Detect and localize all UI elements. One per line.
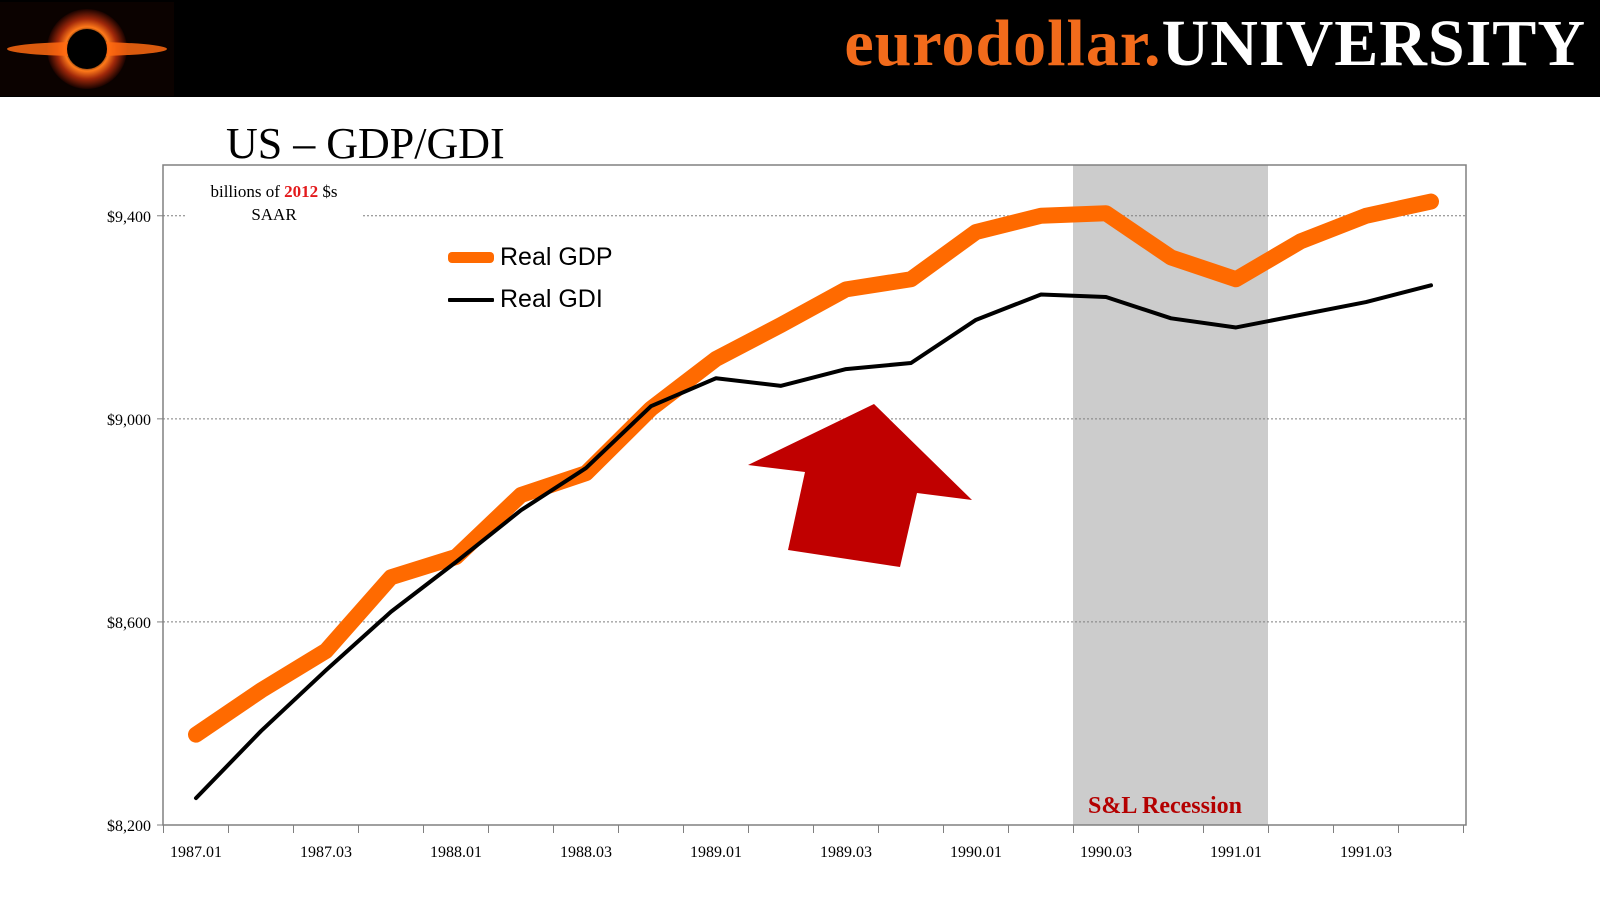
plot-frame [162, 164, 1467, 826]
series-line-real-gdp [188, 193, 1439, 743]
brand-part-2: UNIVERSITY [1161, 7, 1586, 80]
brand-wordmark: eurodollar.UNIVERSITY [844, 4, 1586, 84]
units-prefix: billions of [210, 182, 280, 201]
legend-swatch-real-gdi [448, 298, 494, 302]
units-year: 2012 [284, 182, 319, 201]
x-tick-label: 1988.01 [430, 844, 482, 861]
y-tick-label: $8,200 [107, 818, 151, 835]
units-suffix: $s [322, 182, 338, 201]
y-tick-label: $8,600 [107, 615, 151, 632]
x-tick-label: 1989.03 [820, 844, 872, 861]
up-arrow-icon [748, 404, 972, 567]
units-line2: SAAR [251, 205, 297, 224]
black-hole-logo-icon [0, 2, 174, 96]
slide-title: US – GDP/GDI [226, 119, 505, 168]
x-tick-label: 1990.03 [1080, 844, 1132, 861]
series-line-real-gdi [194, 283, 1433, 801]
legend-label-real-gdi: Real GDI [500, 285, 603, 313]
y-tick-label: $9,000 [107, 412, 151, 429]
units-note: billions of 2012 $s SAAR [186, 180, 362, 226]
x-tick-label: 1991.03 [1340, 844, 1392, 861]
header-banner: eurodollar.UNIVERSITY [0, 0, 1600, 97]
x-tick-label: 1987.01 [170, 844, 222, 861]
x-tick-label: 1988.03 [560, 844, 612, 861]
y-tick-label: $9,400 [107, 209, 151, 226]
recession-label: S&L Recession [1087, 793, 1242, 819]
x-tick-label: 1991.01 [1210, 844, 1262, 861]
legend-swatch-real-gdp [448, 252, 494, 263]
x-tick-label: 1990.01 [950, 844, 1002, 861]
brand-part-1: eurodollar. [844, 7, 1162, 80]
x-tick-label: 1989.01 [690, 844, 742, 861]
x-tick-label: 1987.03 [300, 844, 352, 861]
legend-label-real-gdp: Real GDP [500, 243, 613, 271]
